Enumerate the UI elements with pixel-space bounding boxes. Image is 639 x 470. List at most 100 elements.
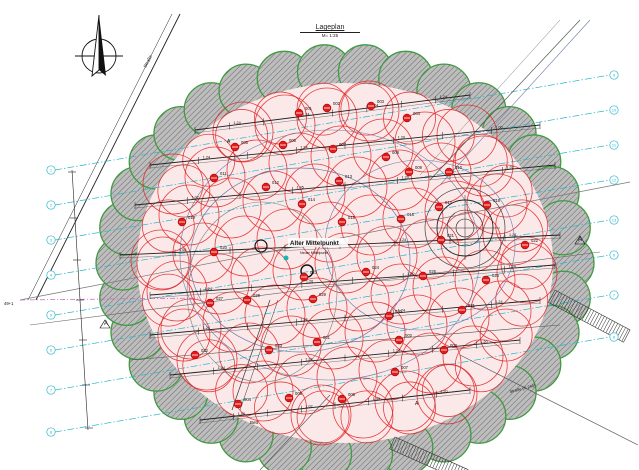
dimension-label: 1.00 [238, 412, 245, 416]
grid-id-label: 8 [613, 335, 616, 340]
pile-circle [370, 263, 432, 325]
stair-tread [565, 299, 573, 312]
pile-circle [274, 353, 336, 415]
pile-circle [157, 164, 211, 218]
pile-circle [383, 91, 436, 145]
pile-circle [268, 132, 330, 194]
stair-tread [410, 446, 417, 459]
left-level-marker: 49+1 [4, 301, 14, 306]
grid-id-bubbles: 1 9 2 10 3 11 4 12 5 13 6 6 7 7 8 8 [46, 70, 619, 437]
stair-tread [549, 290, 557, 304]
stair-tread [587, 310, 595, 324]
drawing-title: Lageplan [315, 24, 345, 31]
pile-circle [500, 236, 554, 290]
pile-circle [310, 125, 372, 187]
pile-label: 029 [319, 292, 327, 297]
pile-circle [296, 390, 350, 444]
pile-circle [340, 390, 394, 444]
grid-id-label: 7 [50, 388, 53, 393]
stair-tread [454, 465, 461, 470]
stair-tread [573, 303, 581, 317]
grid-line [54, 179, 611, 276]
dimension-rows: 1.24 1.24 1.24 1.24 1.24 1.24 1.20 1.00 1.02 1.45… [119, 92, 561, 424]
pile-circle [136, 236, 190, 290]
stair-tread [592, 313, 600, 326]
pile-circle [232, 360, 294, 422]
pile-circle [332, 377, 394, 439]
pile-circle [141, 199, 195, 253]
drawing-scale: M= 1:25 [300, 32, 360, 39]
grid-bubble [609, 215, 619, 225]
pile-label: 004 [244, 397, 252, 402]
pile-circle [344, 301, 406, 363]
section-markers: A A A A [99, 139, 586, 407]
pile-label: 026 [492, 273, 500, 278]
pile-circle [314, 232, 376, 294]
grid-id-label: 7 [613, 293, 616, 298]
grid-id-label: 9 [613, 73, 616, 78]
grid-bubble [46, 200, 56, 210]
stair-tread [421, 451, 428, 464]
grid-id-label: 6 [613, 253, 616, 258]
pile-label: 003 [377, 99, 385, 104]
street: Straße [27, 13, 181, 301]
grid-bubble [46, 270, 56, 280]
grid-bubble [609, 105, 619, 115]
grid-bubble [609, 175, 619, 185]
stair-tread [394, 438, 400, 452]
pile-circle [298, 201, 360, 263]
grid-line [54, 109, 611, 206]
center-label-group: Alter Mittelpunkt Neuer Mittelpunkt [288, 238, 348, 255]
pile-circle [212, 101, 274, 163]
pile-label: 021 [447, 233, 455, 238]
pile-label: 006 [348, 392, 356, 397]
grid-line [54, 336, 611, 433]
dimension-label: 1.24 [218, 366, 225, 370]
stair-tread [446, 462, 452, 470]
axis-marker: A [578, 237, 582, 243]
pile-circle [141, 273, 195, 327]
dimension-label: 1.06 [179, 248, 186, 252]
stair-tread [405, 443, 411, 456]
stair-tread [437, 458, 444, 470]
center-point-icon [283, 255, 289, 261]
bed-label: Bett [250, 420, 259, 425]
dimension-label: 1.24 [495, 300, 502, 304]
pile-circle [244, 284, 306, 346]
pile-circle [394, 111, 456, 173]
grid-bubble [46, 427, 56, 437]
pile-circle [284, 163, 346, 225]
pile-label: 027 [216, 296, 224, 301]
stair-tread [589, 311, 597, 325]
pile-label: 024 [372, 265, 380, 270]
stair-tread [443, 460, 450, 470]
pile-label: 014 [308, 197, 316, 202]
stair-tread [621, 328, 629, 342]
stair-tread [399, 441, 406, 454]
pile-label: 005 [295, 391, 303, 396]
grid-line [54, 74, 611, 171]
pile-circle [184, 146, 246, 208]
pile-circle [495, 199, 549, 253]
pile-circle [482, 204, 544, 266]
grid-bubble [609, 140, 619, 150]
stair-strips [389, 289, 631, 470]
stair-tread [584, 309, 592, 322]
grid-bubble [609, 250, 619, 260]
pile-circle [302, 308, 364, 370]
pile-circle [338, 80, 400, 142]
pile-circle [340, 82, 394, 136]
axis-marker: A [415, 401, 419, 407]
pile-label: 015 [348, 215, 356, 220]
dimension-label: 1.26 [306, 279, 313, 283]
pile-circle [416, 363, 478, 425]
pile-circle [421, 364, 475, 417]
grid-line [54, 294, 611, 391]
grid-id-label: 2 [50, 203, 53, 208]
grid-id-label: 12 [612, 178, 617, 183]
pile-circle [182, 339, 236, 393]
stair-tread [391, 437, 398, 450]
dimension-label: 1.24 [399, 238, 406, 242]
pile-circle [495, 273, 549, 327]
grid-bubble [46, 310, 56, 320]
